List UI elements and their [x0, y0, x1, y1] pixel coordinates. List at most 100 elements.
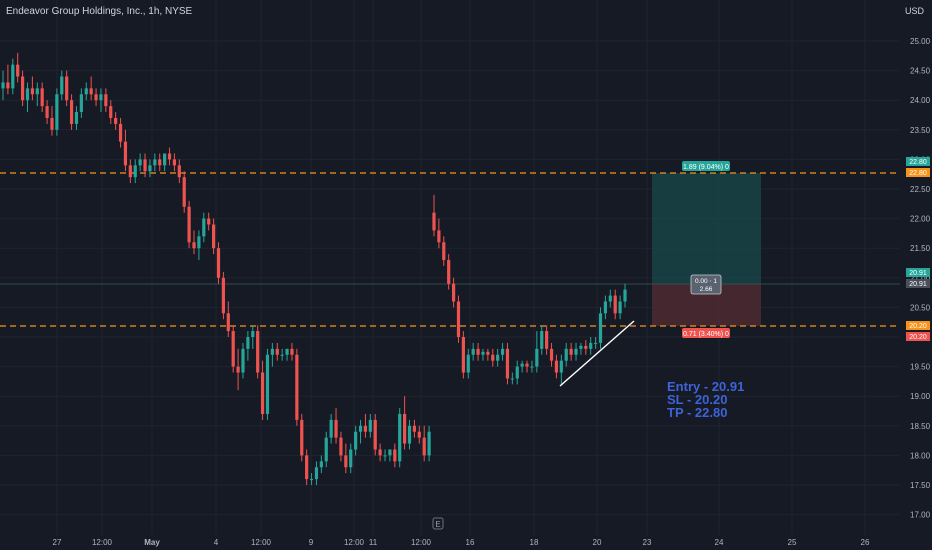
candle-down[interactable]	[300, 419, 304, 456]
candle-down[interactable]	[339, 437, 343, 456]
candle-up[interactable]	[515, 366, 519, 379]
candle-up[interactable]	[60, 76, 64, 95]
candle-down[interactable]	[363, 425, 368, 432]
price-axis[interactable]: 25.0024.5024.0023.5023.0022.5022.0021.50…	[910, 37, 931, 520]
candle-down[interactable]	[114, 117, 118, 124]
candle-up[interactable]	[559, 360, 563, 373]
candle-up[interactable]	[202, 218, 206, 237]
candle-up[interactable]	[608, 295, 612, 302]
candle-up[interactable]	[138, 159, 142, 166]
candle-up[interactable]	[153, 159, 157, 166]
candle-up[interactable]	[133, 165, 137, 178]
candle-down[interactable]	[275, 348, 279, 355]
candle-up[interactable]	[197, 236, 201, 249]
candle-up[interactable]	[520, 363, 524, 367]
candle-down[interactable]	[290, 348, 294, 355]
candle-up[interactable]	[510, 378, 514, 380]
candle-up[interactable]	[163, 153, 167, 166]
candle-up[interactable]	[11, 64, 15, 89]
candle-down[interactable]	[295, 354, 299, 420]
candle-down[interactable]	[231, 331, 235, 367]
candle-down[interactable]	[177, 165, 181, 178]
candle-up[interactable]	[84, 88, 88, 95]
candle-up[interactable]	[358, 425, 363, 432]
candle-up[interactable]	[481, 351, 485, 355]
candle-down[interactable]	[403, 413, 407, 444]
candle-down[interactable]	[491, 354, 495, 361]
candle-up[interactable]	[618, 301, 622, 314]
candle-down[interactable]	[221, 277, 225, 314]
candle-down[interactable]	[45, 106, 49, 118]
candle-down[interactable]	[192, 242, 196, 249]
candle-up[interactable]	[280, 354, 284, 356]
candle-up[interactable]	[354, 431, 358, 450]
candle-up[interactable]	[623, 289, 627, 302]
candle-down[interactable]	[211, 224, 216, 249]
candle-up[interactable]	[500, 348, 505, 355]
candle-down[interactable]	[417, 431, 421, 438]
candle-up[interactable]	[79, 94, 83, 113]
candle-up[interactable]	[530, 366, 534, 368]
candle-down[interactable]	[461, 337, 465, 373]
candle-down[interactable]	[412, 425, 417, 432]
profit-zone[interactable]	[652, 173, 761, 284]
candle-up[interactable]	[99, 94, 103, 101]
candle-down[interactable]	[40, 88, 44, 107]
candle-down[interactable]	[123, 141, 128, 166]
candle-down[interactable]	[334, 419, 338, 438]
candle-down[interactable]	[305, 455, 309, 480]
candle-up[interactable]	[535, 348, 539, 367]
candle-down[interactable]	[447, 260, 451, 284]
candle-down[interactable]	[207, 218, 211, 225]
trendline[interactable]	[559, 320, 635, 387]
candle-up[interactable]	[579, 345, 583, 349]
candle-down[interactable]	[549, 348, 554, 361]
candle-down[interactable]	[236, 366, 240, 373]
candle-down[interactable]	[94, 94, 98, 101]
candle-down[interactable]	[216, 248, 221, 278]
candle-down[interactable]	[187, 206, 191, 243]
candle-down[interactable]	[226, 313, 230, 332]
candle-up[interactable]	[368, 419, 372, 432]
candle-down[interactable]	[437, 230, 441, 243]
candle-down[interactable]	[65, 76, 69, 101]
candle-down[interactable]	[182, 177, 186, 207]
candle-up[interactable]	[471, 348, 475, 355]
candle-up[interactable]	[589, 342, 593, 349]
candle-up[interactable]	[427, 431, 431, 456]
candle-up[interactable]	[598, 313, 603, 343]
candle-up[interactable]	[319, 461, 323, 468]
candle-down[interactable]	[378, 449, 382, 456]
candle-down[interactable]	[30, 88, 34, 95]
candle-up[interactable]	[540, 331, 544, 349]
candle-up[interactable]	[246, 337, 250, 349]
candle-up[interactable]	[314, 467, 319, 480]
candle-up[interactable]	[324, 437, 328, 462]
candle-down[interactable]	[554, 360, 559, 373]
candle-down[interactable]	[584, 345, 588, 349]
candle-down[interactable]	[16, 64, 20, 77]
position-center-box[interactable]	[690, 274, 722, 295]
candle-down[interactable]	[128, 165, 132, 178]
candle-up[interactable]	[270, 348, 274, 355]
candle-down[interactable]	[109, 106, 113, 118]
candle-down[interactable]	[476, 348, 480, 355]
candle-down[interactable]	[422, 437, 426, 456]
candle-down[interactable]	[50, 117, 54, 130]
candle-up[interactable]	[25, 88, 30, 101]
candle-down[interactable]	[451, 283, 456, 302]
candle-up[interactable]	[496, 354, 500, 361]
candle-up[interactable]	[398, 413, 402, 462]
candle-up[interactable]	[1, 82, 5, 89]
candle-up[interactable]	[285, 348, 289, 355]
candle-up[interactable]	[241, 348, 245, 373]
candle-up[interactable]	[574, 348, 578, 355]
candle-down[interactable]	[167, 153, 172, 160]
candle-up[interactable]	[564, 348, 568, 361]
candle-up[interactable]	[148, 165, 152, 172]
candle-down[interactable]	[373, 419, 377, 450]
candle-down[interactable]	[158, 159, 162, 166]
candle-down[interactable]	[172, 159, 177, 166]
candle-down[interactable]	[143, 159, 147, 172]
